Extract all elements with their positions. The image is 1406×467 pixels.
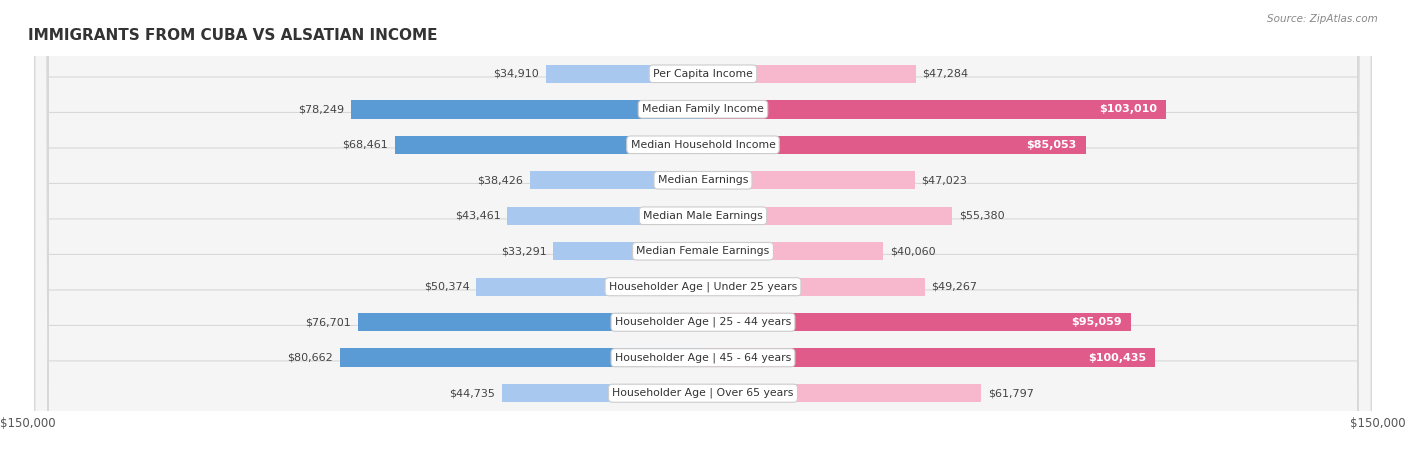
Bar (703, 206, 952, 225)
Bar (395, 135, 703, 154)
Bar (703, 64, 915, 83)
Text: $61,797: $61,797 (988, 388, 1033, 398)
Text: $34,910: $34,910 (494, 69, 538, 79)
Bar (530, 171, 703, 190)
FancyBboxPatch shape (35, 0, 1371, 467)
Text: $68,461: $68,461 (343, 140, 388, 150)
Bar (340, 348, 703, 367)
Text: $85,053: $85,053 (1026, 140, 1077, 150)
Bar (546, 64, 703, 83)
Text: Per Capita Income: Per Capita Income (652, 69, 754, 79)
Bar (703, 384, 981, 403)
FancyBboxPatch shape (35, 0, 1371, 467)
Text: Householder Age | Over 65 years: Householder Age | Over 65 years (612, 388, 794, 398)
Bar (703, 135, 1085, 154)
Bar (703, 100, 1167, 119)
Bar (502, 384, 703, 403)
Text: $49,267: $49,267 (931, 282, 977, 292)
Text: Source: ZipAtlas.com: Source: ZipAtlas.com (1267, 14, 1378, 24)
FancyBboxPatch shape (35, 0, 1371, 467)
Text: $33,291: $33,291 (501, 246, 547, 256)
Text: Householder Age | 45 - 64 years: Householder Age | 45 - 64 years (614, 353, 792, 363)
Text: $47,023: $47,023 (921, 175, 967, 185)
Text: $55,380: $55,380 (959, 211, 1004, 221)
Text: Median Female Earnings: Median Female Earnings (637, 246, 769, 256)
Bar (703, 313, 1130, 332)
Bar (703, 242, 883, 261)
Text: $80,662: $80,662 (288, 353, 333, 363)
Text: $50,374: $50,374 (423, 282, 470, 292)
FancyBboxPatch shape (35, 0, 1371, 467)
Text: Median Family Income: Median Family Income (643, 104, 763, 114)
Bar (359, 313, 703, 332)
FancyBboxPatch shape (35, 0, 1371, 467)
Text: Median Household Income: Median Household Income (630, 140, 776, 150)
Text: $95,059: $95,059 (1071, 317, 1122, 327)
Text: $76,701: $76,701 (305, 317, 352, 327)
Bar (477, 277, 703, 296)
Text: Median Male Earnings: Median Male Earnings (643, 211, 763, 221)
Bar (703, 171, 914, 190)
Bar (508, 206, 703, 225)
FancyBboxPatch shape (35, 0, 1371, 467)
Text: Median Earnings: Median Earnings (658, 175, 748, 185)
Bar (553, 242, 703, 261)
Text: $100,435: $100,435 (1088, 353, 1146, 363)
Text: $78,249: $78,249 (298, 104, 344, 114)
Bar (352, 100, 703, 119)
Text: $40,060: $40,060 (890, 246, 935, 256)
Text: $103,010: $103,010 (1099, 104, 1157, 114)
FancyBboxPatch shape (35, 0, 1371, 467)
FancyBboxPatch shape (35, 0, 1371, 467)
Legend: Immigrants from Cuba, Alsatian: Immigrants from Cuba, Alsatian (575, 466, 831, 467)
FancyBboxPatch shape (35, 0, 1371, 467)
Text: IMMIGRANTS FROM CUBA VS ALSATIAN INCOME: IMMIGRANTS FROM CUBA VS ALSATIAN INCOME (28, 28, 437, 43)
Text: $38,426: $38,426 (478, 175, 523, 185)
Text: Householder Age | 25 - 44 years: Householder Age | 25 - 44 years (614, 317, 792, 327)
Bar (703, 348, 1154, 367)
Text: Householder Age | Under 25 years: Householder Age | Under 25 years (609, 282, 797, 292)
Bar (703, 277, 925, 296)
Text: $47,284: $47,284 (922, 69, 969, 79)
Text: $44,735: $44,735 (449, 388, 495, 398)
Text: $43,461: $43,461 (456, 211, 501, 221)
FancyBboxPatch shape (35, 0, 1371, 467)
